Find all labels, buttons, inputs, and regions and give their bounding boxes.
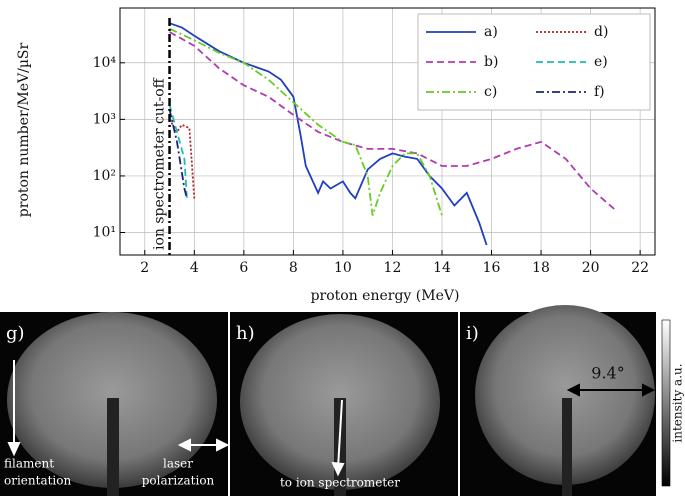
x-tick-label: 22 xyxy=(631,260,649,276)
legend-label: e) xyxy=(594,54,608,70)
series-line xyxy=(168,104,188,199)
images: g) h) i) filament orientation laser pola… xyxy=(0,305,685,496)
legend-label: a) xyxy=(484,24,498,40)
rod xyxy=(562,398,572,496)
legend-label: c) xyxy=(484,84,497,100)
y-tick-label: 10¹ xyxy=(93,224,116,240)
y-tick-label: 10⁴ xyxy=(93,55,117,71)
panel-label: g) xyxy=(6,323,25,344)
annotation: to ion spectrometer xyxy=(280,476,400,490)
x-tick-label: 10 xyxy=(334,260,352,276)
x-tick-label: 8 xyxy=(289,260,298,276)
panel-label: i) xyxy=(466,323,479,344)
y-tick-label: 10³ xyxy=(93,111,116,127)
x-tick-label: 16 xyxy=(483,260,501,276)
arrows xyxy=(7,360,345,477)
beam-spot xyxy=(475,305,655,485)
series-line xyxy=(168,109,188,199)
legend-box xyxy=(417,13,651,111)
y-tick-label: 10² xyxy=(93,168,116,184)
panel-label: h) xyxy=(236,323,255,344)
y-axis-label: proton number/MeV/µSr xyxy=(16,42,32,217)
annotation: laser xyxy=(163,457,193,471)
x-tick-label: 20 xyxy=(582,260,600,276)
cutoff-label: ion spectrometer cut-off xyxy=(152,77,168,250)
annotation: filament xyxy=(4,457,54,471)
x-tick-label: 14 xyxy=(433,260,451,276)
annotation: polarization xyxy=(142,474,215,488)
annotation: orientation xyxy=(4,474,71,488)
series-line xyxy=(168,118,196,199)
angle-arrow xyxy=(566,383,656,397)
x-tick-label: 2 xyxy=(140,260,149,276)
plot-frame xyxy=(119,7,656,256)
legend-label: b) xyxy=(484,54,498,70)
x-tick-label: 18 xyxy=(532,260,550,276)
series-line xyxy=(169,31,616,211)
x-tick-label: 6 xyxy=(239,260,248,276)
x-tick-label: 12 xyxy=(384,260,402,276)
legend-label: d) xyxy=(594,24,608,40)
colorbar-label: intensity a.u. xyxy=(671,363,685,442)
series-line xyxy=(169,27,443,216)
x-tick-label: 4 xyxy=(190,260,199,276)
x-axis-label: proton energy (MeV) xyxy=(311,288,460,304)
colorbar xyxy=(661,319,671,487)
plot: 2 4 6 8 10 12 14 16 18 20 22 10¹ 10² 10³ 10⁴ ion spectr… xyxy=(93,7,656,276)
legend-label: f) xyxy=(594,84,605,100)
series-line xyxy=(169,22,488,246)
rod xyxy=(107,398,119,496)
angle-label: 9.4° xyxy=(591,364,624,383)
